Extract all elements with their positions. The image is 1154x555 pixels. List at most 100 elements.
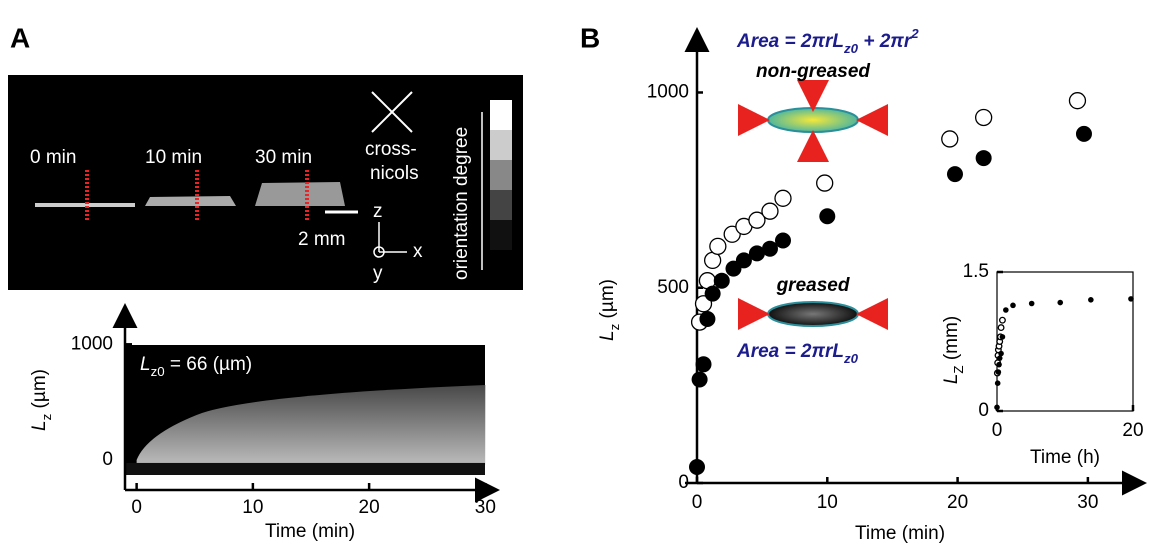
text-part: (µm) — [29, 369, 50, 414]
x-tick-label: 10 — [242, 497, 263, 518]
data-point — [819, 208, 836, 225]
text-part: z — [607, 324, 622, 331]
text-part: greased — [776, 275, 850, 296]
x-tick-label: 20 — [947, 492, 968, 513]
y-tick-label: 500 — [657, 277, 689, 298]
text-part: L — [29, 420, 50, 431]
data-point — [816, 174, 834, 192]
x-axis-label: Time (h) — [1030, 447, 1100, 468]
text-part: π — [811, 341, 825, 362]
x-axis-label: Time (min) — [265, 521, 355, 542]
text-part: Area = 2 — [736, 31, 812, 52]
text-part: z0 — [151, 364, 165, 379]
x-tick-label: 0 — [692, 492, 703, 513]
disc-diagrams — [738, 80, 888, 330]
data-point — [998, 350, 1004, 357]
y-axis-label: LZ (mm) — [941, 316, 966, 384]
micrograph — [8, 75, 523, 290]
text-part: L — [941, 374, 962, 385]
inset-frame — [996, 271, 1134, 412]
data-point — [691, 371, 708, 388]
y-axis-label: Lz (µm) — [597, 279, 622, 341]
text-part: + 2 — [858, 31, 891, 52]
y-axis-label: Lz (µm) — [29, 369, 54, 431]
text-part: Area = 2 — [736, 341, 812, 362]
x-tick-label: 20 — [1122, 420, 1143, 441]
time-label: 10 min — [145, 147, 202, 168]
annotation: Lz0 = 66 (µm) — [140, 354, 252, 379]
annotation: Area = 2πrLz0 — [736, 341, 859, 366]
kymograph-base — [125, 462, 485, 475]
text-part: π — [811, 31, 825, 52]
data-point — [709, 237, 727, 255]
data-point — [699, 310, 716, 327]
x-tick-label: 30 — [475, 497, 496, 518]
axis-x: x — [413, 241, 423, 262]
annotation: non-greased — [756, 61, 870, 82]
text-part: z0 — [843, 351, 859, 366]
text-part: z0 — [843, 41, 859, 56]
polarizer-label: cross- — [365, 139, 417, 160]
annotation: Area = 2πrLz0 + 2πr2 — [736, 26, 919, 56]
text-part: L — [140, 354, 151, 375]
text-part: non-greased — [756, 61, 870, 82]
axis-z: z — [373, 201, 383, 222]
x-axis-label: Time (min) — [855, 523, 945, 544]
time-label: 30 min — [255, 147, 312, 168]
data-point — [994, 404, 1000, 411]
scale-bar-label: 2 mm — [298, 229, 346, 250]
text-part: r — [904, 31, 913, 52]
panel-label: A — [10, 22, 30, 53]
data-point — [713, 272, 730, 289]
data-point — [1010, 302, 1016, 309]
data-point — [748, 211, 766, 229]
data-point — [1088, 297, 1094, 303]
time-label: 0 min — [30, 147, 76, 168]
y-tick-label: 0 — [102, 449, 113, 470]
text-part: (mm) — [941, 316, 962, 366]
text-part: 2 — [910, 26, 919, 41]
x-tick-label: 0 — [992, 420, 1003, 441]
data-point — [1075, 125, 1092, 142]
data-point — [996, 355, 1003, 361]
data-point — [774, 189, 792, 207]
data-point — [994, 380, 1001, 387]
data-point — [996, 361, 1002, 368]
text-part: rL — [825, 31, 844, 52]
polarizer-label: nicols — [370, 163, 419, 184]
text-part: rL — [825, 341, 844, 362]
text-part: Z — [951, 365, 966, 373]
data-point — [1028, 300, 1035, 307]
data-point — [1057, 299, 1064, 306]
data-point — [748, 245, 765, 262]
data-point — [997, 324, 1005, 332]
y-tick-label: 0 — [978, 400, 989, 421]
text-part: (µm) — [597, 279, 618, 324]
data-point — [974, 108, 993, 127]
data-point — [995, 369, 1002, 375]
data-point — [695, 356, 712, 373]
x-tick-label: 0 — [131, 497, 142, 518]
colorbar-label: orientation degree — [451, 127, 472, 280]
data-point — [975, 150, 992, 167]
panel-label: B — [580, 22, 600, 53]
text-part: π — [890, 31, 904, 52]
x-tick-label: 10 — [817, 492, 838, 513]
data-point — [1128, 296, 1134, 302]
data-point — [735, 252, 752, 269]
data-point — [998, 316, 1006, 324]
data-point — [774, 232, 791, 249]
data-point — [694, 295, 713, 313]
y-tick-label: 1000 — [647, 81, 689, 102]
data-point — [1068, 92, 1087, 110]
y-tick-label: 0 — [678, 472, 689, 493]
annotation: greased — [776, 275, 850, 296]
data-point — [704, 285, 721, 302]
text-part: z — [39, 414, 54, 421]
data-point — [1003, 307, 1009, 313]
text-part: = 66 (µm) — [165, 354, 253, 375]
data-point — [941, 130, 959, 148]
data-point — [761, 202, 779, 220]
data-point — [946, 166, 963, 183]
